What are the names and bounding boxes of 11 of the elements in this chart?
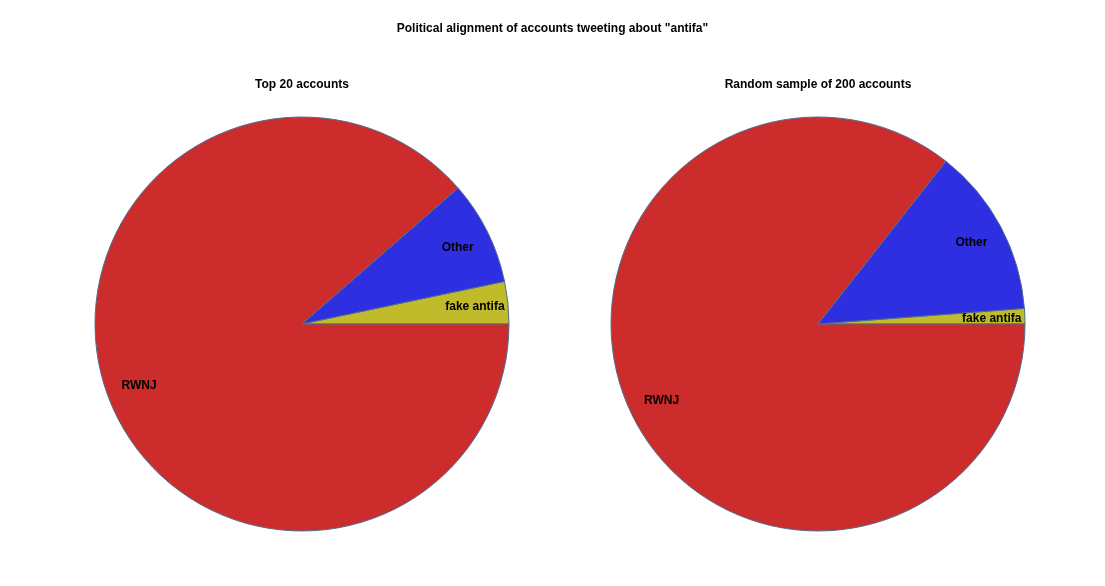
chart-title: Top 20 accounts	[255, 77, 350, 91]
chart-title: Random sample of 200 accounts	[724, 77, 912, 91]
slice-label: Other	[955, 235, 988, 250]
slice-label: fake antifa	[445, 299, 505, 314]
slice-label: fake antifa	[962, 310, 1022, 325]
slice-label: RWNJ	[644, 393, 680, 408]
slice-label: Other	[441, 239, 474, 254]
text: Political alignment of accounts tweeting about "antifa"	[396, 21, 709, 35]
slice-label: RWNJ	[121, 378, 157, 393]
pie-slice	[94, 116, 510, 532]
pie-slice	[610, 116, 1026, 532]
